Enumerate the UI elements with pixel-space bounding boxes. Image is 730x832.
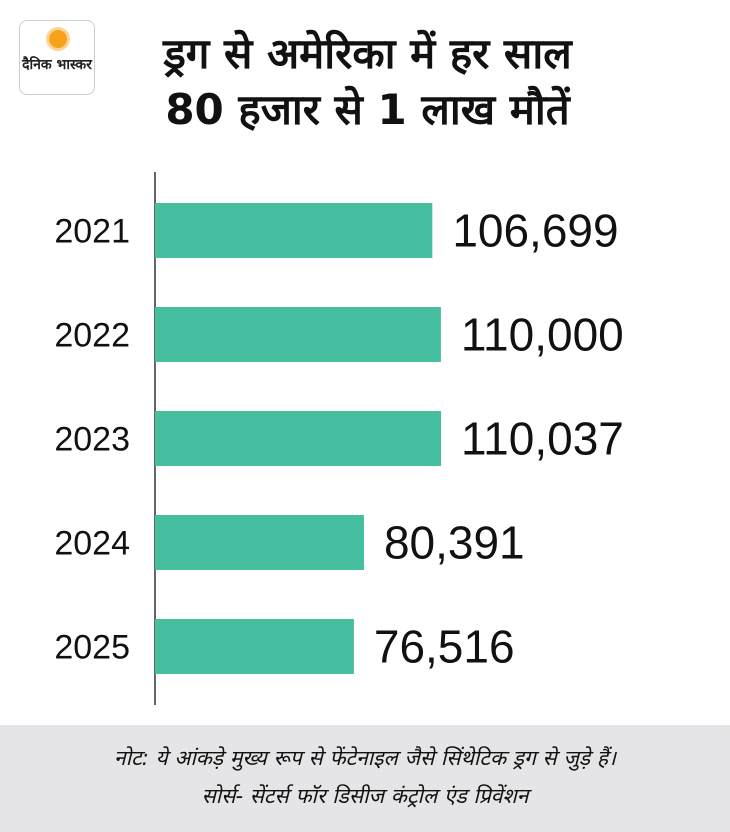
category-label: 2025: [54, 629, 130, 667]
value-label: 110,000: [461, 309, 624, 361]
category-label: 2023: [54, 421, 130, 459]
source-text: सोर्स- सेंटर्स फॉर डिसीज कंट्रोल एंड प्र…: [201, 784, 529, 808]
note-text: नोट: ये आंकड़े मुख्य रूप से फेंटेनाइल जै…: [114, 746, 616, 770]
logo-text: दैनिक भास्कर: [22, 57, 92, 73]
value-label: 110,037: [461, 413, 624, 465]
bar-2022: [155, 307, 441, 362]
footer-note: नोट: ये आंकड़े मुख्य रूप से फेंटेनाइल जै…: [0, 725, 730, 832]
value-label: 80,391: [384, 517, 525, 569]
bar-2023: [155, 411, 441, 466]
category-label: 2024: [54, 525, 130, 563]
title-line-2: 80 हजार से 1 लाख मौतें: [165, 85, 570, 134]
category-label: 2021: [54, 213, 130, 251]
value-label: 76,516: [374, 621, 515, 673]
bar-chart: 2021 106,699 2022 110,000 2023 110,037 2024 80,…: [54, 172, 624, 705]
category-label: 2022: [54, 317, 130, 355]
value-label: 106,699: [452, 205, 618, 257]
sun-icon: [49, 30, 67, 48]
bar-2021: [155, 203, 433, 258]
bar-2024: [155, 515, 364, 570]
bar-2025: [155, 619, 354, 674]
title-line-1: ड्रग से अमेरिका में हर साल: [163, 29, 572, 78]
chart-title: ड्रग से अमेरिका में हर साल 80 हजार से 1 …: [95, 26, 640, 138]
dainik-bhaskar-logo: दैनिक भास्कर: [19, 20, 95, 95]
